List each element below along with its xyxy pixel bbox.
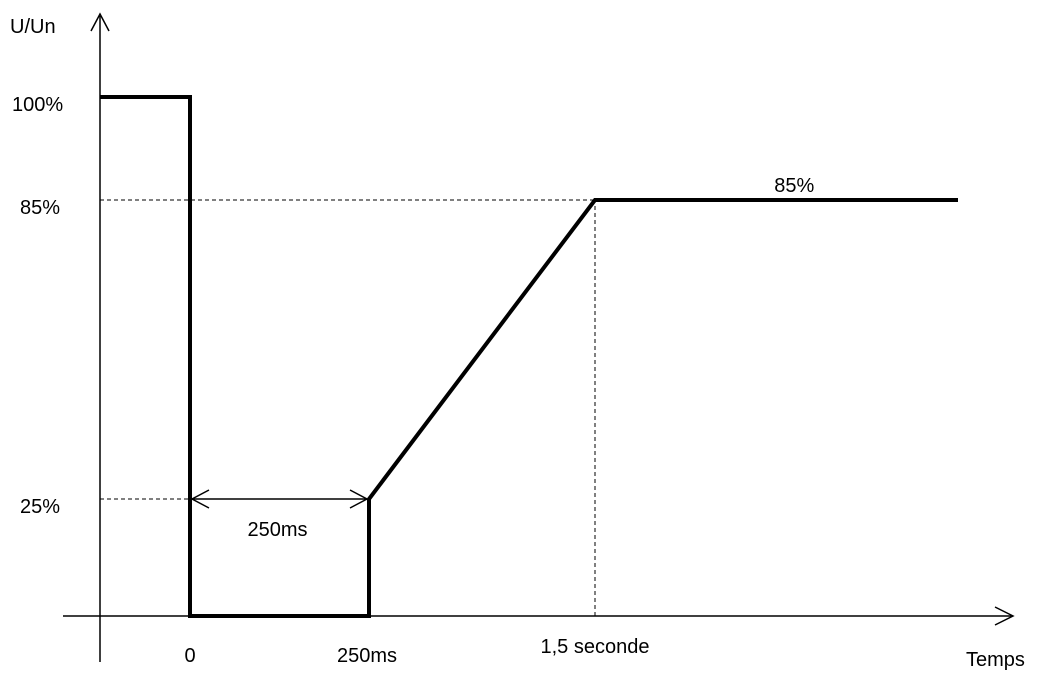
x-tick-label-250ms: 250ms bbox=[337, 645, 397, 667]
duration-label: 250ms bbox=[247, 519, 307, 541]
x-tick-label-0: 0 bbox=[184, 645, 195, 667]
y-tick-label-25: 25% bbox=[20, 496, 60, 518]
y-axis-title: U/Un bbox=[10, 16, 56, 38]
x-tick-label-1-5-seconde: 1,5 seconde bbox=[541, 636, 650, 658]
series-line-voltage bbox=[100, 95, 958, 618]
duration-annotation: 250ms bbox=[190, 489, 369, 541]
axes bbox=[63, 12, 1015, 662]
duration-arrowhead-right bbox=[349, 489, 369, 509]
y-tick-label-85: 85% bbox=[20, 197, 60, 219]
y-tick-label-100: 100% bbox=[12, 94, 63, 116]
plateau-label: 85% bbox=[774, 175, 814, 197]
x-tick-labels: 0 250ms 1,5 seconde bbox=[184, 636, 649, 667]
duration-arrowhead-left bbox=[190, 489, 210, 509]
y-axis-arrowhead bbox=[90, 12, 110, 32]
reference-lines bbox=[100, 199, 596, 616]
y-tick-labels: 100% 85% 25% bbox=[12, 94, 63, 518]
x-axis-arrowhead bbox=[994, 606, 1015, 626]
x-axis-title: Temps bbox=[966, 649, 1025, 671]
